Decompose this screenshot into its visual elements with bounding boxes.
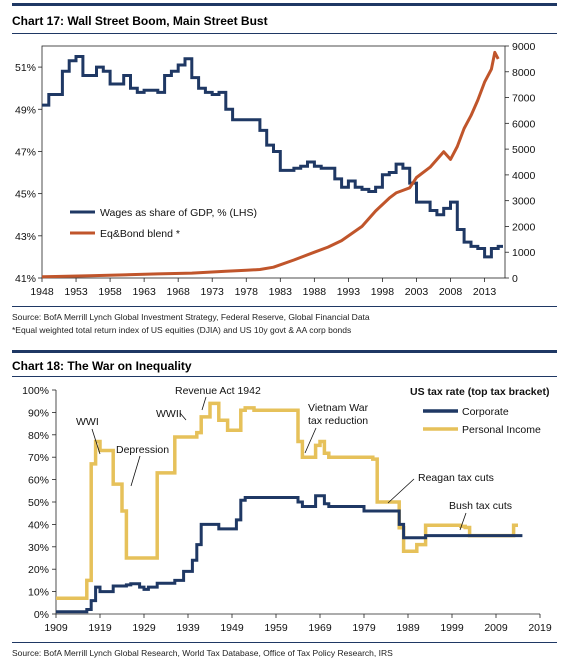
x-tick-label: 1993 [337, 286, 361, 298]
annotation-bush: Bush tax cuts [449, 500, 512, 512]
source-rule [12, 306, 557, 307]
x-tick-label: 1909 [44, 622, 68, 634]
x-tick-label: 1929 [132, 622, 156, 634]
title-rule [12, 350, 557, 353]
y-right-tick-label: 3000 [512, 196, 536, 208]
y-tick-label: 40% [28, 519, 49, 531]
x-tick-label: 1958 [98, 286, 122, 298]
y-left-tick-label: 45% [15, 189, 36, 201]
x-tick-label: 1978 [235, 286, 259, 298]
legend: US tax rate (top tax bracket) Corporate … [410, 386, 549, 436]
chart-17-plot: 1948 1953 1958 1963 1968 1973 1978 1983 1988 1993… [15, 41, 536, 298]
x-tick-label: 1953 [64, 286, 88, 298]
annotation-vietnam-2: tax reduction [308, 415, 368, 427]
y-right-tick-label: 1000 [512, 247, 536, 259]
x-tick-label: 1983 [269, 286, 293, 298]
y-tick-label: 100% [22, 385, 49, 397]
x-tick-label: 2003 [405, 286, 429, 298]
y-tick-label: 80% [28, 430, 49, 442]
y-left-tick-label: 43% [15, 231, 36, 243]
series-personal-income-line [56, 401, 518, 601]
y-tick-label: 20% [28, 564, 49, 576]
y-right-tick-label: 6000 [512, 118, 536, 130]
annotations: WWI Depression WWII Revenue Act 1942 Vie… [76, 385, 512, 531]
x-tick-label: 2013 [473, 286, 497, 298]
annotation-revenue-act-pointer [201, 396, 207, 411]
x-tick-label: 1963 [132, 286, 156, 298]
y-right-tick-label: 8000 [512, 67, 536, 79]
annotation-wwii: WWII [156, 408, 182, 420]
y-tick-label: 30% [28, 542, 49, 554]
x-tick-label: 1919 [88, 622, 112, 634]
y-right-tick-label: 2000 [512, 221, 536, 233]
legend: Wages as share of GDP, % (LHS) Eq&Bond b… [70, 207, 257, 240]
title-rule-bottom [12, 376, 557, 377]
chart-17-title: Chart 17: Wall Street Boom, Main Street … [12, 14, 268, 28]
y-right-tick-label: 4000 [512, 170, 536, 182]
title-rule [12, 3, 557, 6]
y-tick-label: 90% [28, 407, 49, 419]
y-left-tick-label: 49% [15, 104, 36, 116]
chart-18-title: Chart 18: The War on Inequality [12, 359, 192, 373]
annotation-bush-pointer [459, 512, 467, 531]
annotation-wwii-pointer [179, 412, 187, 421]
legend-title: US tax rate (top tax bracket) [410, 386, 549, 398]
annotation-reagan: Reagan tax cuts [418, 472, 494, 484]
legend-label-wages: Wages as share of GDP, % (LHS) [100, 207, 257, 219]
chart-17-footnote: *Equal weighted total return index of US… [12, 325, 352, 335]
x-tick-label: 1948 [30, 286, 54, 298]
title-rule-bottom [12, 33, 557, 34]
annotation-vietnam-1: Vietnam War [308, 402, 369, 414]
annotation-wwi: WWI [76, 416, 99, 428]
x-tick-label: 1939 [176, 622, 200, 634]
x-tick-label: 1988 [303, 286, 327, 298]
chart-18-plot: 1909 1919 1929 1939 1949 1959 1969 1979 1989 1999… [22, 385, 552, 634]
y-right-tick-label: 7000 [512, 93, 536, 105]
y-left-tick-label: 51% [15, 62, 36, 74]
annotation-revenue-act: Revenue Act 1942 [175, 385, 261, 397]
y-right-tick-label: 9000 [512, 41, 536, 53]
x-tick-label: 1968 [166, 286, 190, 298]
plot-frame [41, 45, 506, 279]
y-right-tick-label: 5000 [512, 144, 536, 156]
x-tick-label: 1989 [396, 622, 420, 634]
annotation-depression: Depression [116, 444, 169, 456]
y-right-tick-label: 0 [512, 273, 518, 285]
x-tick-label: 1999 [440, 622, 464, 634]
x-tick-label: 1969 [308, 622, 332, 634]
annotation-depression-pointer [130, 455, 141, 487]
annotation-vietnam-pointer [304, 427, 317, 454]
chart-18: Chart 18: The War on Inequality 1909 1919… [0, 350, 563, 670]
y-tick-label: 10% [28, 587, 49, 599]
series-wages-line [42, 55, 503, 259]
y-tick-label: 0% [34, 609, 49, 621]
x-tick-label: 1998 [371, 286, 395, 298]
y-tick-label: 70% [28, 452, 49, 464]
chart-17: Chart 17: Wall Street Boom, Main Street … [12, 3, 557, 335]
x-tick-label: 2019 [528, 622, 552, 634]
source-rule [12, 642, 557, 643]
y-tick-label: 60% [28, 475, 49, 487]
chart-18-source: Source: BofA Merrill Lynch Global Resear… [12, 648, 393, 658]
series-corporate-line [56, 494, 523, 614]
annotation-reagan-pointer [387, 478, 415, 504]
y-left-tick-label: 47% [15, 146, 36, 158]
y-left-tick-label: 41% [15, 273, 36, 285]
x-tick-label: 2008 [439, 286, 463, 298]
legend-label-personal: Personal Income [462, 424, 541, 436]
x-tick-label: 1949 [220, 622, 244, 634]
x-tick-label: 1979 [352, 622, 376, 634]
annotation-wwi-pointer [91, 428, 101, 455]
x-tick-label: 2009 [484, 622, 508, 634]
series-eqbond-line [41, 50, 500, 279]
y-tick-label: 50% [28, 497, 49, 509]
chart-17-source: Source: BofA Merrill Lynch Global Invest… [12, 312, 370, 322]
legend-label-eqbond: Eq&Bond blend * [100, 228, 180, 240]
x-tick-label: 1959 [264, 622, 288, 634]
x-tick-label: 1973 [201, 286, 225, 298]
legend-label-corporate: Corporate [462, 406, 509, 418]
